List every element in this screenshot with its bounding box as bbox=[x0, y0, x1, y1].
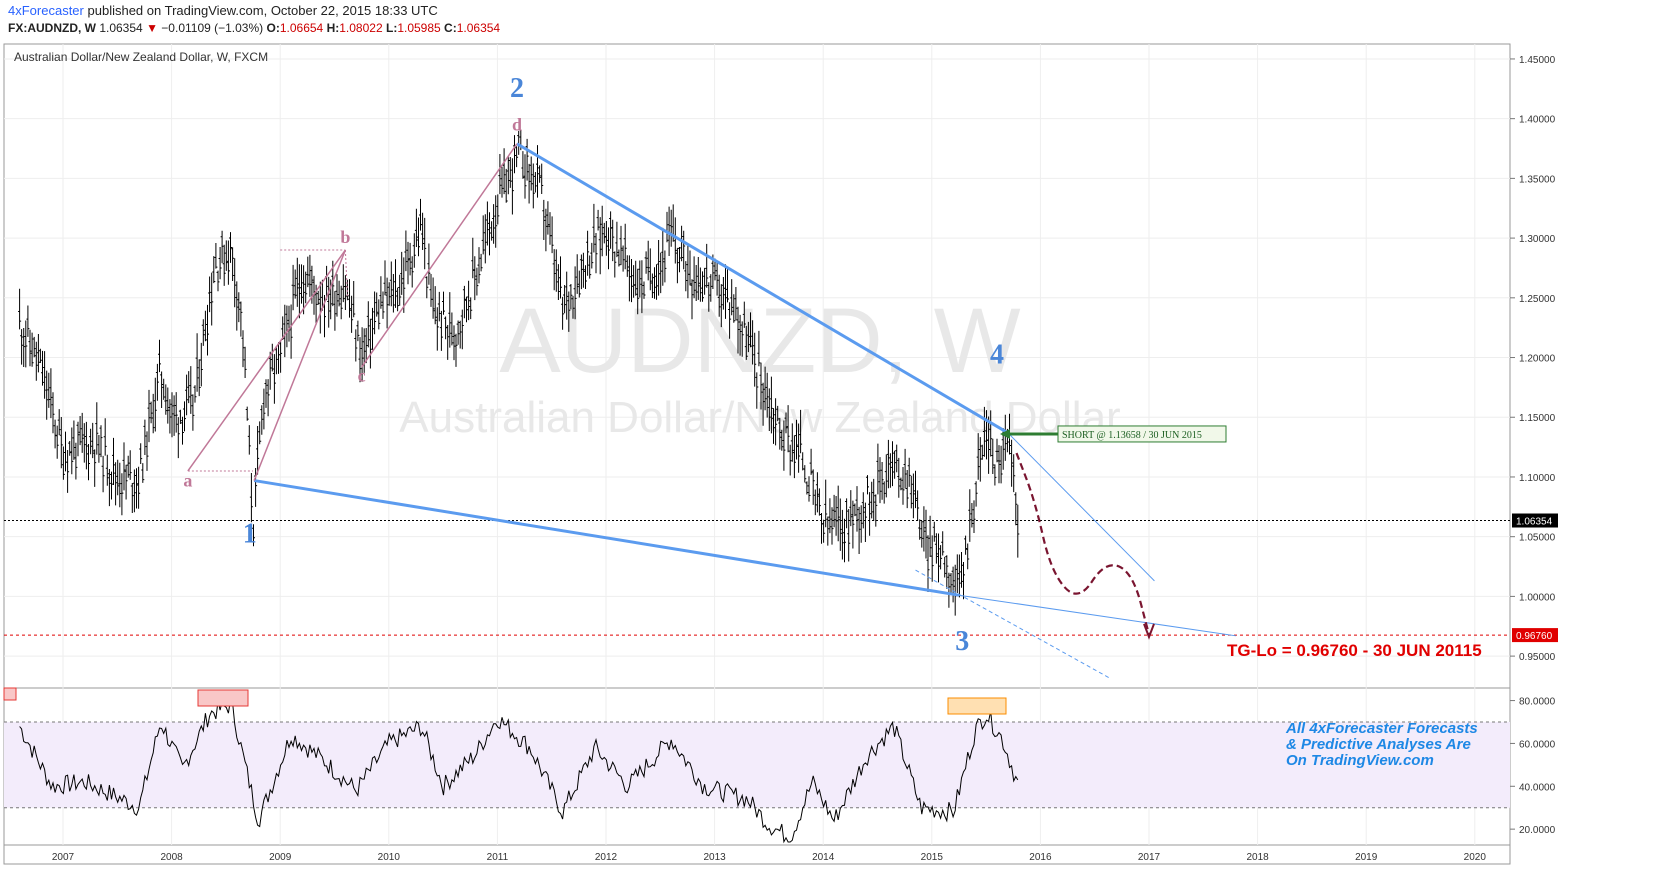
rsi-axis: 80.0000 60.0000 40.0000 20.0000 bbox=[1510, 697, 1556, 836]
close-label: C: bbox=[444, 21, 457, 35]
down-arrow-icon: ▼ bbox=[146, 21, 158, 35]
y-tick-label: 1.10000 bbox=[1519, 473, 1556, 484]
short-label: SHORT @ 1.13658 / 30 JUN 2015 bbox=[1062, 430, 1202, 441]
high-label: H: bbox=[326, 21, 340, 35]
lower-trendline bbox=[253, 479, 960, 597]
y-tick-label: 1.05000 bbox=[1519, 533, 1556, 544]
target-badge bbox=[1512, 628, 1558, 643]
open-label: O: bbox=[266, 21, 280, 35]
x-tick-label: 2009 bbox=[269, 852, 292, 863]
forecast-path bbox=[1015, 452, 1151, 636]
rsi-pane: All 4xForecaster Forecasts& Predictive A… bbox=[3, 687, 1510, 844]
x-tick-label: 2016 bbox=[1029, 852, 1052, 863]
wave-label-4: 4 bbox=[990, 340, 1004, 371]
y-tick-label: 1.25000 bbox=[1519, 294, 1556, 305]
price-bars bbox=[18, 130, 1020, 616]
promo-line-2: & Predictive Analyses Are bbox=[1286, 736, 1471, 753]
promo-line-1: All 4xForecaster Forecasts bbox=[1285, 720, 1478, 737]
last-price-badge-text: 1.06354 bbox=[1516, 517, 1553, 528]
rsi-tick-label: 40.0000 bbox=[1519, 782, 1556, 793]
target-annotation: TG-Lo = 0.96760 - 30 JUN 20115 bbox=[1227, 641, 1482, 660]
time-axis: 2007 2008 2009 2010 2011 2012 2013 2014 2015 2016… bbox=[52, 852, 1486, 863]
x-tick-label: 2012 bbox=[595, 852, 618, 863]
y-tick-label: 1.40000 bbox=[1519, 115, 1556, 126]
open-value: 1.06654 bbox=[279, 21, 324, 35]
sub-wave-label-d: d bbox=[512, 115, 522, 135]
sub-wave-label-b: b bbox=[340, 227, 350, 247]
y-tick-label: 1.00000 bbox=[1519, 592, 1556, 603]
rsi-line bbox=[19, 698, 1019, 844]
symbol-label: FX:AUDNZD, W bbox=[8, 21, 96, 35]
wave-a-b-line bbox=[187, 249, 346, 472]
wave-label-3: 3 bbox=[955, 626, 969, 657]
forecast-arrowhead bbox=[1143, 623, 1155, 640]
wave-1-b-line bbox=[253, 249, 347, 481]
rsi-band bbox=[4, 722, 1510, 808]
upper-trendline bbox=[516, 142, 1009, 435]
high-value: 1.08022 bbox=[339, 21, 383, 35]
last-price-badge bbox=[1512, 513, 1558, 528]
chart-frame bbox=[3, 43, 1511, 865]
upper-trendline-extension bbox=[1007, 432, 1155, 582]
wave-label-1: 1 bbox=[243, 519, 257, 550]
chart-title: Australian Dollar/New Zealand Dollar, W,… bbox=[14, 50, 268, 64]
publish-header: 4xForecaster published on TradingView.co… bbox=[8, 3, 438, 18]
y-tick-label: 1.20000 bbox=[1519, 354, 1556, 365]
x-tick-label: 2017 bbox=[1138, 852, 1161, 863]
rsi-tick-label: 20.0000 bbox=[1519, 825, 1556, 836]
publish-info: published on TradingView.com, October 22… bbox=[87, 3, 438, 18]
short-label-box bbox=[1057, 425, 1227, 443]
sub-wave-label-c: c bbox=[358, 365, 366, 385]
x-tick-label: 2014 bbox=[812, 852, 835, 863]
drawings: 1.06354 0.96760 SHORT @ 1.13658 / 30 JUN 2… bbox=[4, 142, 1558, 680]
target-badge-text: 0.96760 bbox=[1516, 631, 1553, 642]
wave-label-2: 2 bbox=[510, 73, 524, 104]
last-price-text: 1.06354 bbox=[99, 21, 143, 35]
low-value: 1.05985 bbox=[397, 21, 441, 35]
y-tick-label: 1.15000 bbox=[1519, 413, 1556, 424]
lower-trendline-extension bbox=[958, 594, 1236, 637]
x-tick-label: 2007 bbox=[52, 852, 75, 863]
grid bbox=[4, 44, 1510, 845]
sub-wave-label-a: a bbox=[183, 471, 192, 491]
x-tick-label: 2015 bbox=[921, 852, 944, 863]
low-label: L: bbox=[385, 21, 398, 35]
x-tick-label: 2013 bbox=[703, 852, 726, 863]
author-link[interactable]: 4xForecaster bbox=[8, 3, 84, 18]
ohlc-legend: FX:AUDNZD, W 1.06354 ▼ −0.01109 (−1.03%)… bbox=[8, 21, 500, 35]
wave-labels: 1 2 3 4 a b c d bbox=[183, 73, 1004, 657]
x-tick-label: 2018 bbox=[1246, 852, 1269, 863]
promo-line-3: On TradingView.com bbox=[1286, 752, 1434, 769]
x-tick-label: 2020 bbox=[1464, 852, 1487, 863]
x-tick-label: 2010 bbox=[378, 852, 401, 863]
price-axis: 1.45000 1.40000 1.35000 1.30000 1.25000 1.200… bbox=[1510, 55, 1556, 663]
x-tick-label: 2019 bbox=[1355, 852, 1378, 863]
y-tick-label: 0.95000 bbox=[1519, 652, 1556, 663]
wave-c-d-line bbox=[361, 143, 518, 368]
x-tick-label: 2011 bbox=[487, 852, 509, 863]
change-text: −0.01109 (−1.03%) bbox=[161, 21, 264, 35]
ohlc-bars bbox=[18, 130, 1020, 616]
channel-dotted-line bbox=[915, 569, 1112, 680]
watermark: AUDNZD, W Australian Dollar/New Zealand … bbox=[399, 290, 1120, 442]
rsi-tick-label: 60.0000 bbox=[1519, 739, 1556, 750]
overbought-box bbox=[197, 689, 249, 707]
overbought-box bbox=[3, 687, 17, 701]
y-tick-label: 1.35000 bbox=[1519, 174, 1556, 185]
close-value: 1.06354 bbox=[456, 21, 501, 35]
y-tick-label: 1.45000 bbox=[1519, 55, 1556, 66]
y-tick-label: 1.30000 bbox=[1519, 234, 1556, 245]
watermark-symbol: AUDNZD, W bbox=[499, 290, 1020, 392]
x-tick-label: 2008 bbox=[160, 852, 183, 863]
overbought-box bbox=[947, 697, 1007, 715]
rsi-tick-label: 80.0000 bbox=[1519, 697, 1556, 708]
